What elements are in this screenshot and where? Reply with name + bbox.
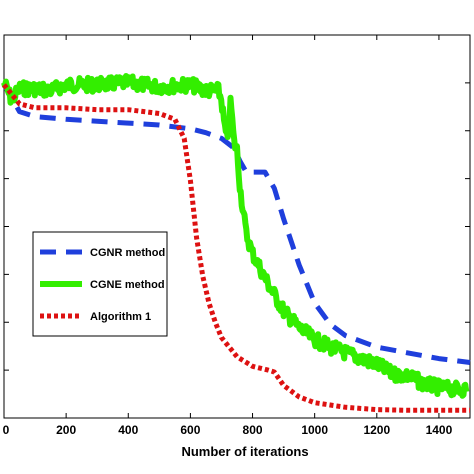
x-tick-label-1: 200	[56, 423, 76, 437]
x-axis-title: Number of iterations	[181, 444, 308, 459]
x-tick-label-4: 800	[243, 423, 263, 437]
x-axis-ticks: 0 200 400 600 800 1000 1200 1400	[3, 35, 453, 437]
series-line-1	[1, 73, 470, 399]
plot-area: 0 200 400 600 800 1000 1200 1400	[1, 34, 471, 437]
x-tick-label-2: 400	[118, 423, 138, 437]
series-line-2	[2, 83, 470, 413]
legend: CGNR method CGNE method Algorithm 1	[32, 231, 168, 337]
legend-label-cgnr: CGNR method	[90, 247, 165, 259]
x-tick-label-5: 1000	[301, 423, 328, 437]
series-layer	[1, 73, 471, 413]
legend-label-cgne: CGNE method	[90, 279, 165, 291]
series-line-0	[1, 83, 471, 365]
legend-label-algorithm-1: Algorithm 1	[90, 311, 151, 323]
x-tick-label-3: 600	[180, 423, 200, 437]
x-tick-label-0: 0	[3, 423, 10, 437]
x-tick-label-6: 1200	[363, 423, 390, 437]
x-tick-label-7: 1400	[426, 423, 453, 437]
